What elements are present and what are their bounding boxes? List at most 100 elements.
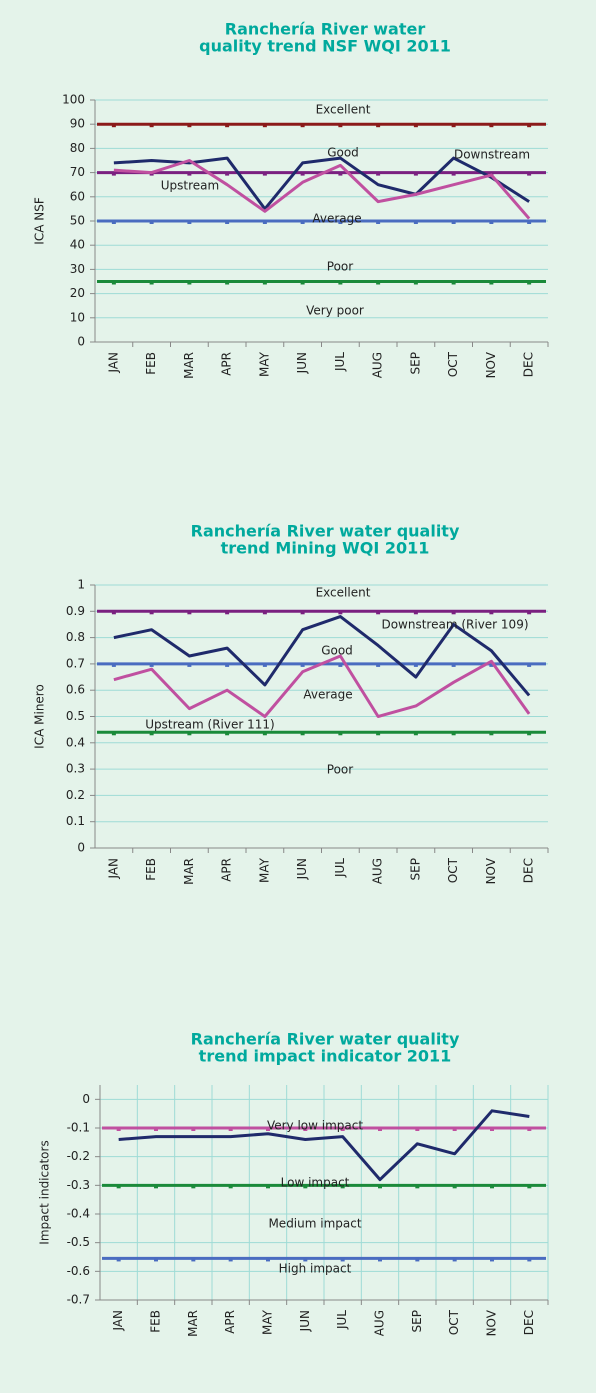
y-axis-label: ICA Minero [33, 684, 47, 749]
threshold-marker [451, 663, 456, 667]
threshold-marker [376, 732, 381, 736]
threshold-marker [111, 124, 116, 128]
threshold-marker [527, 663, 532, 667]
threshold-marker [228, 1185, 233, 1189]
chart-title: trend Mining WQI 2011 [221, 539, 430, 558]
series-line [113, 159, 531, 220]
threshold-marker [116, 1258, 121, 1262]
zone-label: Excellent [316, 103, 371, 117]
threshold-marker [149, 172, 154, 176]
x-tick-label: FEB [144, 858, 158, 881]
x-tick-label: MAR [182, 858, 196, 885]
zone-label: Average [312, 212, 361, 226]
threshold-marker [338, 732, 343, 736]
threshold-marker [340, 1128, 345, 1131]
zone-label: Very poor [306, 304, 364, 318]
threshold-marker [527, 1128, 532, 1131]
zone-label: Average [303, 688, 352, 702]
threshold-marker [413, 732, 418, 736]
threshold-marker [149, 732, 154, 736]
y-axis-label: ICA NSF [33, 197, 47, 245]
threshold-marker [116, 1185, 121, 1189]
threshold-marker [413, 663, 418, 667]
threshold-marker [451, 124, 456, 128]
threshold-marker [225, 172, 230, 176]
x-tick-label: NOV [484, 857, 498, 884]
threshold-marker [262, 663, 267, 667]
threshold-marker [187, 172, 192, 176]
x-tick-label: AUG [373, 1310, 387, 1336]
threshold-marker [187, 611, 192, 615]
threshold-marker [413, 611, 418, 615]
y-tick-label: 0.9 [66, 604, 85, 618]
threshold-marker [415, 1128, 420, 1131]
threshold-marker [191, 1128, 196, 1131]
threshold-marker [300, 732, 305, 736]
threshold-marker [415, 1185, 420, 1189]
chart-title: Ranchería River water quality [191, 1030, 460, 1049]
threshold-marker [376, 124, 381, 128]
x-tick-label: MAR [182, 352, 196, 379]
threshold-marker [489, 221, 494, 224]
threshold-marker [225, 663, 230, 667]
threshold-marker [413, 172, 418, 176]
series-label: Downstream [454, 148, 530, 162]
y-tick-label: 0 [82, 1092, 90, 1106]
threshold-marker [154, 1185, 158, 1189]
threshold-marker [300, 124, 305, 128]
threshold-marker [451, 221, 456, 224]
threshold-marker [451, 611, 456, 615]
threshold-marker [300, 281, 305, 285]
threshold-marker [527, 732, 532, 736]
series-line [113, 615, 531, 697]
threshold-marker [338, 281, 343, 285]
threshold-marker [376, 221, 381, 224]
y-tick-label: 60 [70, 189, 85, 203]
threshold-marker [451, 281, 456, 285]
series-label: Upstream [161, 179, 219, 193]
threshold-marker [376, 611, 381, 615]
threshold-marker [262, 172, 267, 176]
x-tick-label: SEP [410, 1310, 424, 1332]
threshold-marker [338, 172, 343, 176]
threshold-marker [111, 221, 116, 224]
y-tick-label: -0.5 [67, 1235, 90, 1249]
y-tick-label: 80 [70, 141, 85, 155]
x-tick-label: APR [220, 352, 234, 376]
threshold-marker [378, 1185, 382, 1189]
zone-label: Very low impact [267, 1119, 363, 1133]
x-tick-label: JUL [333, 352, 347, 372]
threshold-marker [338, 611, 343, 615]
x-tick-label: MAY [261, 1309, 275, 1335]
threshold-marker [376, 281, 381, 285]
y-tick-label: 0.1 [66, 814, 85, 828]
y-tick-label: 0 [77, 335, 85, 349]
y-tick-label: 40 [70, 238, 85, 252]
threshold-marker [338, 221, 343, 224]
threshold-marker [415, 1258, 420, 1262]
threshold-marker [451, 732, 456, 736]
threshold-marker [338, 663, 343, 667]
x-tick-label: FEB [144, 352, 158, 375]
x-tick-label: APR [223, 1310, 237, 1334]
y-tick-label: 50 [70, 214, 85, 228]
y-tick-label: 20 [70, 286, 85, 300]
threshold-marker [187, 281, 192, 285]
threshold-marker [527, 611, 532, 615]
threshold-marker [489, 281, 494, 285]
threshold-marker [149, 221, 154, 224]
threshold-marker [300, 611, 305, 615]
zone-label: Poor [327, 260, 353, 274]
chart-title: quality trend NSF WQI 2011 [199, 37, 451, 56]
x-tick-label: JAN [106, 352, 120, 374]
threshold-marker [378, 1128, 382, 1131]
threshold-marker [490, 1258, 494, 1262]
y-tick-label: 100 [62, 93, 85, 107]
threshold-marker [149, 281, 154, 285]
x-tick-label: AUG [371, 858, 385, 884]
threshold-marker [378, 1258, 382, 1262]
zone-label: Medium impact [268, 1217, 361, 1231]
threshold-marker [452, 1185, 457, 1189]
threshold-marker [187, 663, 192, 667]
